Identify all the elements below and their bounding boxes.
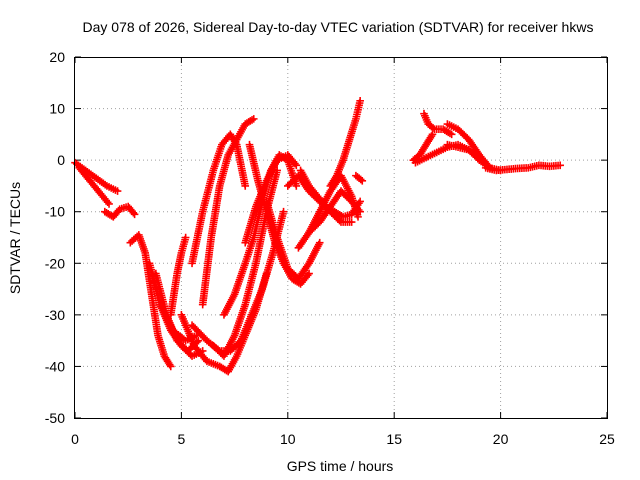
series-track-12 xyxy=(198,115,258,309)
data-point xyxy=(292,161,301,170)
series-track-8 xyxy=(166,233,190,319)
y-tick-label: -40 xyxy=(45,358,65,374)
series-track-17 xyxy=(262,197,324,283)
data-point xyxy=(113,187,122,195)
series-track-3 xyxy=(100,202,139,221)
series-track-7 xyxy=(156,300,201,345)
y-tick-label: 20 xyxy=(49,49,65,65)
data-point xyxy=(130,210,139,219)
data-point xyxy=(356,197,364,206)
series-track-13 xyxy=(209,166,281,360)
data-point xyxy=(194,336,203,345)
series-track-1 xyxy=(71,158,122,195)
data-point xyxy=(181,233,190,242)
data-point xyxy=(249,115,258,123)
y-axis-label: SDTVAR / TECUs xyxy=(7,182,23,294)
x-tick-label: 10 xyxy=(280,431,296,447)
y-tick-label: -30 xyxy=(45,307,65,323)
plot-frame xyxy=(74,57,608,419)
series-track-4 xyxy=(126,231,175,371)
y-tick-label: 0 xyxy=(57,152,65,168)
data-point xyxy=(105,200,113,208)
data-point xyxy=(279,207,288,216)
data-point xyxy=(166,362,175,371)
series-track-21 xyxy=(294,171,362,252)
data-points xyxy=(71,97,564,376)
series-track-22 xyxy=(326,97,364,190)
x-tick-label: 25 xyxy=(599,431,615,447)
x-tick-label: 5 xyxy=(178,431,186,447)
data-point xyxy=(428,130,437,139)
data-point xyxy=(447,130,456,139)
x-tick-label: 20 xyxy=(493,431,509,447)
data-point xyxy=(356,97,364,105)
x-axis-tick-labels: 0 5 10 15 20 25 xyxy=(71,431,615,447)
series-track-25 xyxy=(420,109,456,139)
y-tick-label: 10 xyxy=(49,101,65,117)
series-track-2 xyxy=(75,164,113,208)
axis-ticks xyxy=(74,56,608,419)
data-point xyxy=(358,176,367,185)
x-tick-label: 15 xyxy=(386,431,402,447)
chart-title: Day 078 of 2026, Sidereal Day-to-day VTE… xyxy=(83,19,594,35)
data-point xyxy=(292,182,301,190)
y-axis-tick-labels: 20 10 0 -10 -20 -30 -40 -50 xyxy=(45,49,65,426)
data-point xyxy=(556,161,564,170)
data-point xyxy=(241,182,250,190)
y-tick-label: -20 xyxy=(45,255,65,271)
data-point xyxy=(354,213,362,221)
data-point xyxy=(273,166,281,175)
x-tick-label: 0 xyxy=(71,431,79,447)
data-point xyxy=(347,218,356,226)
x-axis-label: GPS time / hours xyxy=(287,458,394,474)
y-tick-label: -50 xyxy=(45,410,65,426)
series-track-23 xyxy=(352,171,367,185)
grid xyxy=(75,57,607,418)
data-point xyxy=(305,269,313,278)
series-track-27 xyxy=(443,120,492,170)
series-track-29 xyxy=(481,161,564,175)
data-point xyxy=(315,238,324,247)
y-tick-label: -10 xyxy=(45,204,65,220)
series-track-24 xyxy=(409,130,437,164)
